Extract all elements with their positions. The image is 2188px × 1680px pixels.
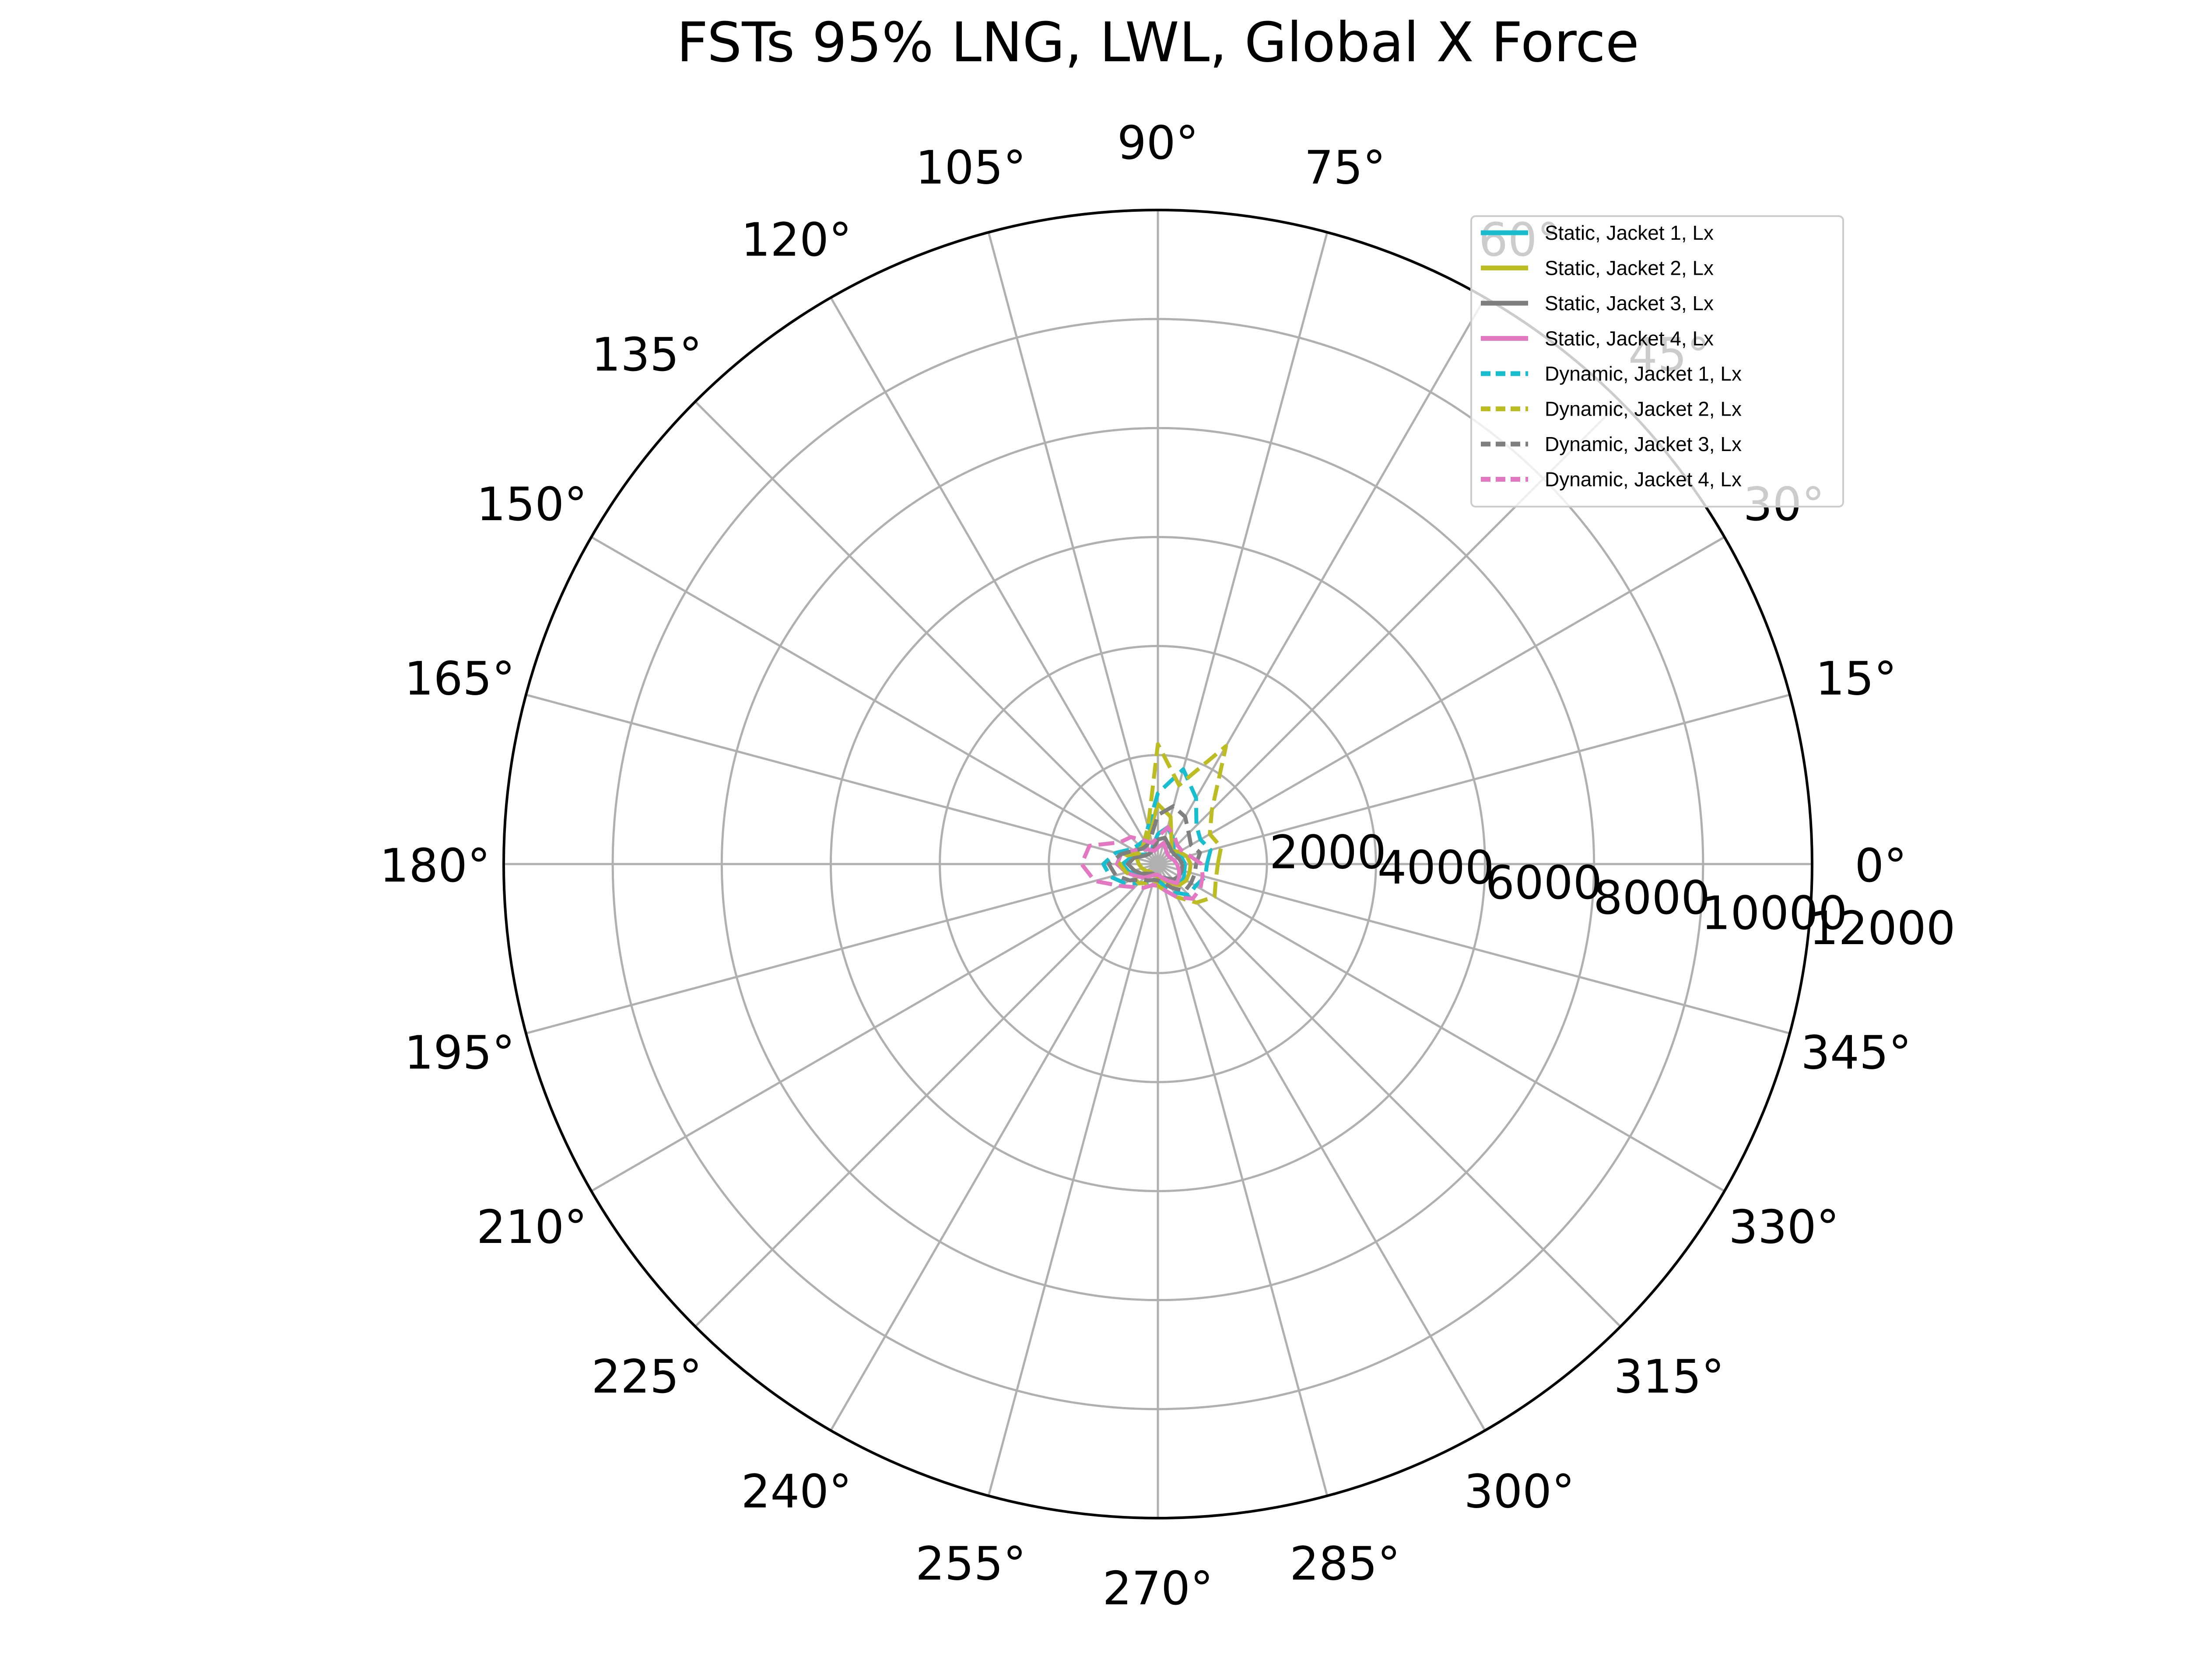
theta-tick-label: 150°	[477, 478, 587, 531]
grid-spoke-150	[591, 536, 1159, 865]
legend-label: Dynamic, Jacket 2, Lx	[1545, 398, 1742, 420]
theta-tick-label: 330°	[1729, 1200, 1839, 1254]
theta-tick-label: 315°	[1614, 1350, 1725, 1404]
legend-label: Dynamic, Jacket 1, Lx	[1545, 362, 1742, 385]
legend-label: Dynamic, Jacket 3, Lx	[1545, 433, 1742, 455]
polar-frame	[502, 209, 1813, 1519]
theta-tick-label: 270°	[1103, 1562, 1213, 1615]
grid-spoke-15	[1157, 693, 1790, 865]
series-line-6	[1118, 742, 1228, 905]
legend-label: Dynamic, Jacket 4, Lx	[1545, 468, 1742, 491]
theta-tick-label: 345°	[1801, 1026, 1911, 1080]
theta-tick-label: 195°	[404, 1026, 515, 1080]
theta-tick-label: 180°	[380, 839, 491, 892]
r-tick-label: 10000	[1701, 886, 1848, 940]
grid-spoke-225	[694, 863, 1159, 1327]
series-group	[1080, 742, 1228, 905]
theta-tick-label: 90°	[1117, 116, 1199, 170]
theta-tick-label: 75°	[1304, 141, 1386, 194]
grid-spoke-255	[987, 864, 1159, 1496]
theta-tick-label: 285°	[1290, 1537, 1400, 1591]
legend: Static, Jacket 1, Lx Static, Jacket 2, Lx…	[1470, 215, 1844, 508]
series-line-4	[1115, 841, 1182, 886]
theta-tick-label: 15°	[1816, 652, 1897, 705]
legend-label: Static, Jacket 2, Lx	[1545, 257, 1714, 280]
grid-spoke-330	[1157, 863, 1725, 1192]
theta-tick-label: 210°	[477, 1200, 587, 1254]
theta-tick-label: 0°	[1855, 839, 1907, 892]
grid-spoke-345	[1157, 863, 1790, 1035]
chart-title: FSTs 95% LNG, LWL, Global X Force	[677, 11, 1639, 74]
grid-spoke-195	[526, 863, 1158, 1035]
grid-spoke-60	[1157, 297, 1486, 865]
r-tick-label: 2000	[1269, 826, 1386, 879]
r-tick-label: 12000	[1809, 902, 1956, 955]
grid-spoke-135	[694, 401, 1159, 865]
theta-tick-label: 135°	[591, 328, 702, 382]
legend-box	[1470, 215, 1844, 508]
theta-tick-label: 255°	[915, 1537, 1026, 1591]
theta-tick-label: 240°	[741, 1465, 852, 1519]
r-tick-label: 6000	[1485, 856, 1602, 910]
legend-label: Static, Jacket 1, Lx	[1545, 221, 1714, 244]
theta-tick-label: 300°	[1464, 1465, 1575, 1519]
grid-spoke-120	[830, 297, 1159, 865]
grid-spoke-300	[1157, 863, 1486, 1431]
theta-tick-label: 105°	[915, 141, 1026, 194]
grid-spoke-285	[1157, 864, 1329, 1496]
r-tick-label: 8000	[1593, 872, 1710, 925]
grid-spoke-75	[1157, 232, 1329, 864]
theta-tick-label: 120°	[741, 213, 852, 266]
r-tick-label: 4000	[1378, 841, 1494, 894]
theta-tick-labels: 0°15°30°45°60°75°90°105°120°135°150°165°…	[380, 116, 1912, 1615]
grid-spoke-210	[591, 863, 1159, 1192]
legend-label: Static, Jacket 3, Lx	[1545, 292, 1714, 315]
grid-spoke-105	[987, 232, 1159, 864]
theta-tick-label: 225°	[591, 1350, 702, 1404]
grid-spoke-165	[526, 693, 1158, 865]
grid-spoke-315	[1157, 863, 1621, 1327]
grid-spoke-30	[1157, 536, 1725, 865]
legend-label: Static, Jacket 4, Lx	[1545, 327, 1714, 350]
series-line-5	[1101, 767, 1213, 897]
grid-spoke-240	[830, 863, 1159, 1431]
series-line-7	[1107, 804, 1202, 893]
theta-tick-label: 165°	[404, 652, 515, 705]
